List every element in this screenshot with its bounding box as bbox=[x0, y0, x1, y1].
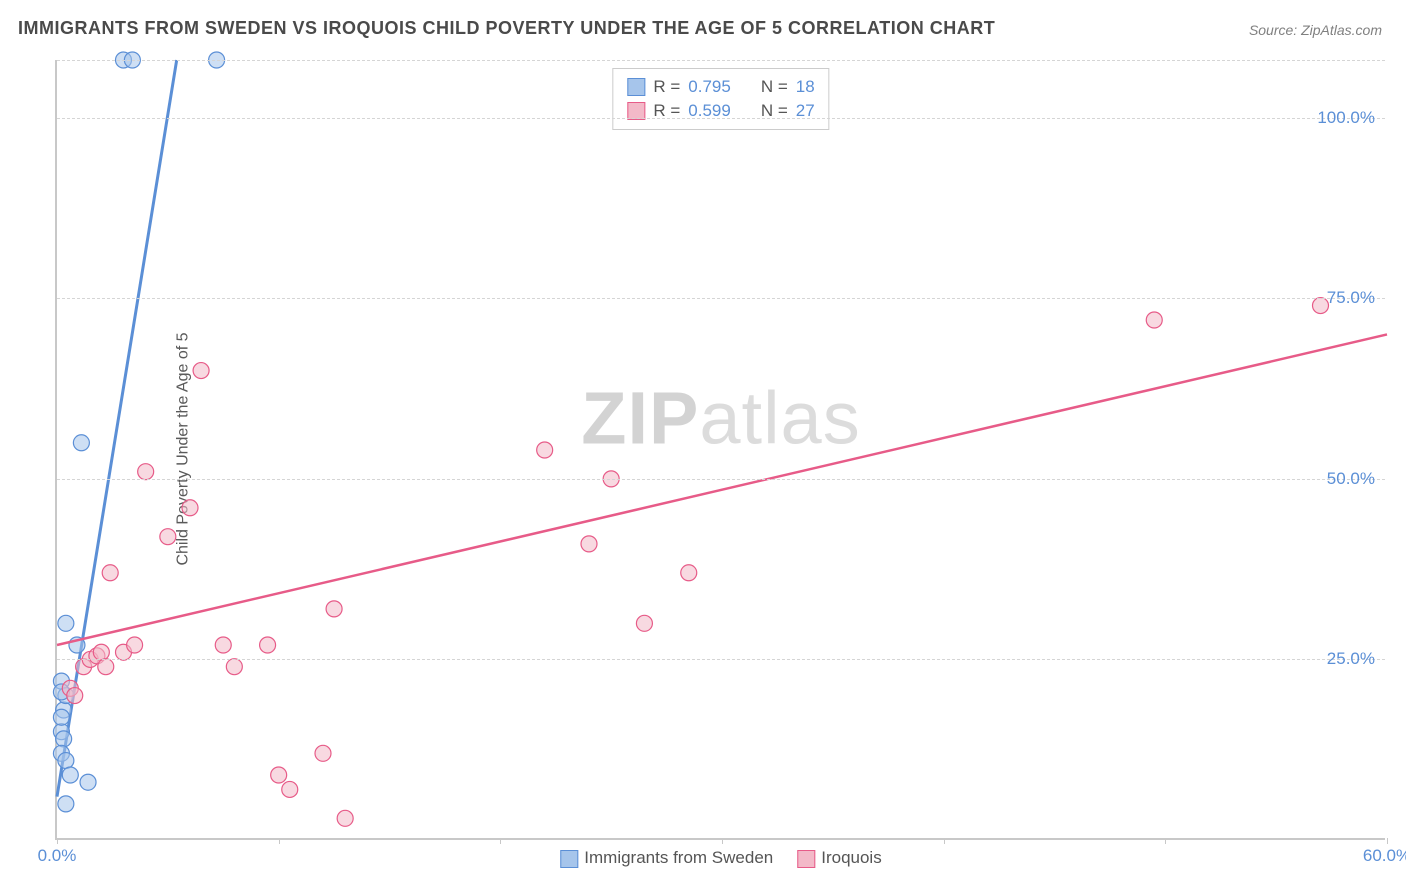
data-point bbox=[67, 688, 83, 704]
x-tick-mark bbox=[1165, 838, 1166, 844]
chart-svg bbox=[57, 60, 1385, 838]
data-point bbox=[58, 796, 74, 812]
legend-n-label: N = bbox=[761, 77, 788, 97]
gridline bbox=[57, 60, 1385, 61]
data-point bbox=[537, 442, 553, 458]
x-tick-mark bbox=[944, 838, 945, 844]
data-point bbox=[581, 536, 597, 552]
legend-series-item: Immigrants from Sweden bbox=[560, 848, 773, 868]
source-label: Source: ZipAtlas.com bbox=[1249, 22, 1382, 38]
gridline bbox=[57, 479, 1385, 480]
x-tick-mark bbox=[722, 838, 723, 844]
x-tick-mark bbox=[57, 838, 58, 844]
x-tick-label: 0.0% bbox=[38, 846, 77, 866]
legend-swatch bbox=[560, 850, 578, 868]
y-tick-label: 25.0% bbox=[1327, 649, 1375, 669]
gridline bbox=[57, 659, 1385, 660]
y-tick-label: 100.0% bbox=[1317, 108, 1375, 128]
legend-swatch bbox=[797, 850, 815, 868]
data-point bbox=[93, 644, 109, 660]
legend-stats: R = 0.795 N = 18R =0.599N =27 bbox=[612, 68, 829, 130]
data-point bbox=[282, 781, 298, 797]
legend-series-label: Immigrants from Sweden bbox=[584, 848, 773, 867]
data-point bbox=[58, 753, 74, 769]
data-point bbox=[326, 601, 342, 617]
data-point bbox=[271, 767, 287, 783]
y-tick-label: 50.0% bbox=[1327, 469, 1375, 489]
legend-series-label: Iroquois bbox=[821, 848, 881, 867]
gridline bbox=[57, 118, 1385, 119]
legend-swatch bbox=[627, 78, 645, 96]
x-tick-mark bbox=[1387, 838, 1388, 844]
data-point bbox=[56, 731, 72, 747]
data-point bbox=[127, 637, 143, 653]
trend-line bbox=[57, 334, 1387, 645]
data-point bbox=[80, 774, 96, 790]
legend-series: Immigrants from Sweden Iroquois bbox=[560, 848, 881, 868]
data-point bbox=[73, 435, 89, 451]
data-point bbox=[98, 659, 114, 675]
gridline bbox=[57, 298, 1385, 299]
data-point bbox=[182, 500, 198, 516]
data-point bbox=[1146, 312, 1162, 328]
data-point bbox=[193, 363, 209, 379]
data-point bbox=[62, 767, 78, 783]
x-tick-mark bbox=[500, 838, 501, 844]
legend-r-label: R = bbox=[653, 77, 680, 97]
data-point bbox=[681, 565, 697, 581]
data-point bbox=[58, 615, 74, 631]
x-tick-label: 60.0% bbox=[1363, 846, 1406, 866]
chart-title: IMMIGRANTS FROM SWEDEN VS IROQUOIS CHILD… bbox=[18, 18, 995, 39]
x-tick-mark bbox=[279, 838, 280, 844]
data-point bbox=[315, 745, 331, 761]
data-point bbox=[215, 637, 231, 653]
data-point bbox=[636, 615, 652, 631]
data-point bbox=[260, 637, 276, 653]
data-point bbox=[226, 659, 242, 675]
legend-series-item: Iroquois bbox=[797, 848, 881, 868]
y-tick-label: 75.0% bbox=[1327, 288, 1375, 308]
legend-stats-row: R = 0.795 N = 18 bbox=[627, 75, 814, 99]
legend-n-value: 18 bbox=[796, 77, 815, 97]
legend-stats-row: R =0.599N =27 bbox=[627, 99, 814, 123]
legend-r-value: 0.795 bbox=[688, 77, 731, 97]
data-point bbox=[53, 709, 69, 725]
plot-area: Child Poverty Under the Age of 5 ZIPatla… bbox=[55, 60, 1385, 840]
data-point bbox=[337, 810, 353, 826]
data-point bbox=[160, 529, 176, 545]
data-point bbox=[102, 565, 118, 581]
data-point bbox=[138, 464, 154, 480]
